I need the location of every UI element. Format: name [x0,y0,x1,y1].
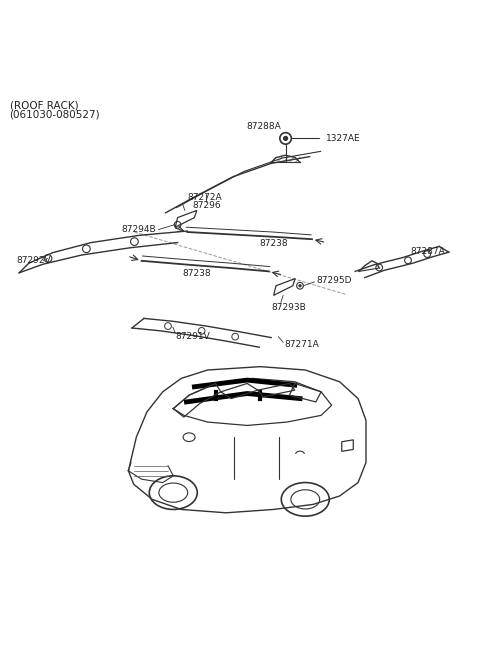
Text: 87287A: 87287A [410,247,445,256]
Text: 87271A: 87271A [284,340,319,349]
Text: 1327AE: 1327AE [326,134,361,143]
Text: 87296: 87296 [192,201,221,210]
Text: (ROOF RACK): (ROOF RACK) [10,100,78,110]
Text: 87272A: 87272A [187,193,222,202]
Text: 87295D: 87295D [317,276,352,285]
Text: 87293B: 87293B [271,303,306,312]
Text: (061030-080527): (061030-080527) [10,110,100,119]
Circle shape [284,136,288,140]
Text: 87294B: 87294B [121,224,156,234]
Text: 87238: 87238 [182,269,211,278]
Text: 87238: 87238 [259,239,288,249]
Circle shape [299,285,301,287]
Text: 87291V: 87291V [175,332,210,340]
Text: 87288A: 87288A [246,122,281,131]
Text: 87292V: 87292V [17,256,51,265]
